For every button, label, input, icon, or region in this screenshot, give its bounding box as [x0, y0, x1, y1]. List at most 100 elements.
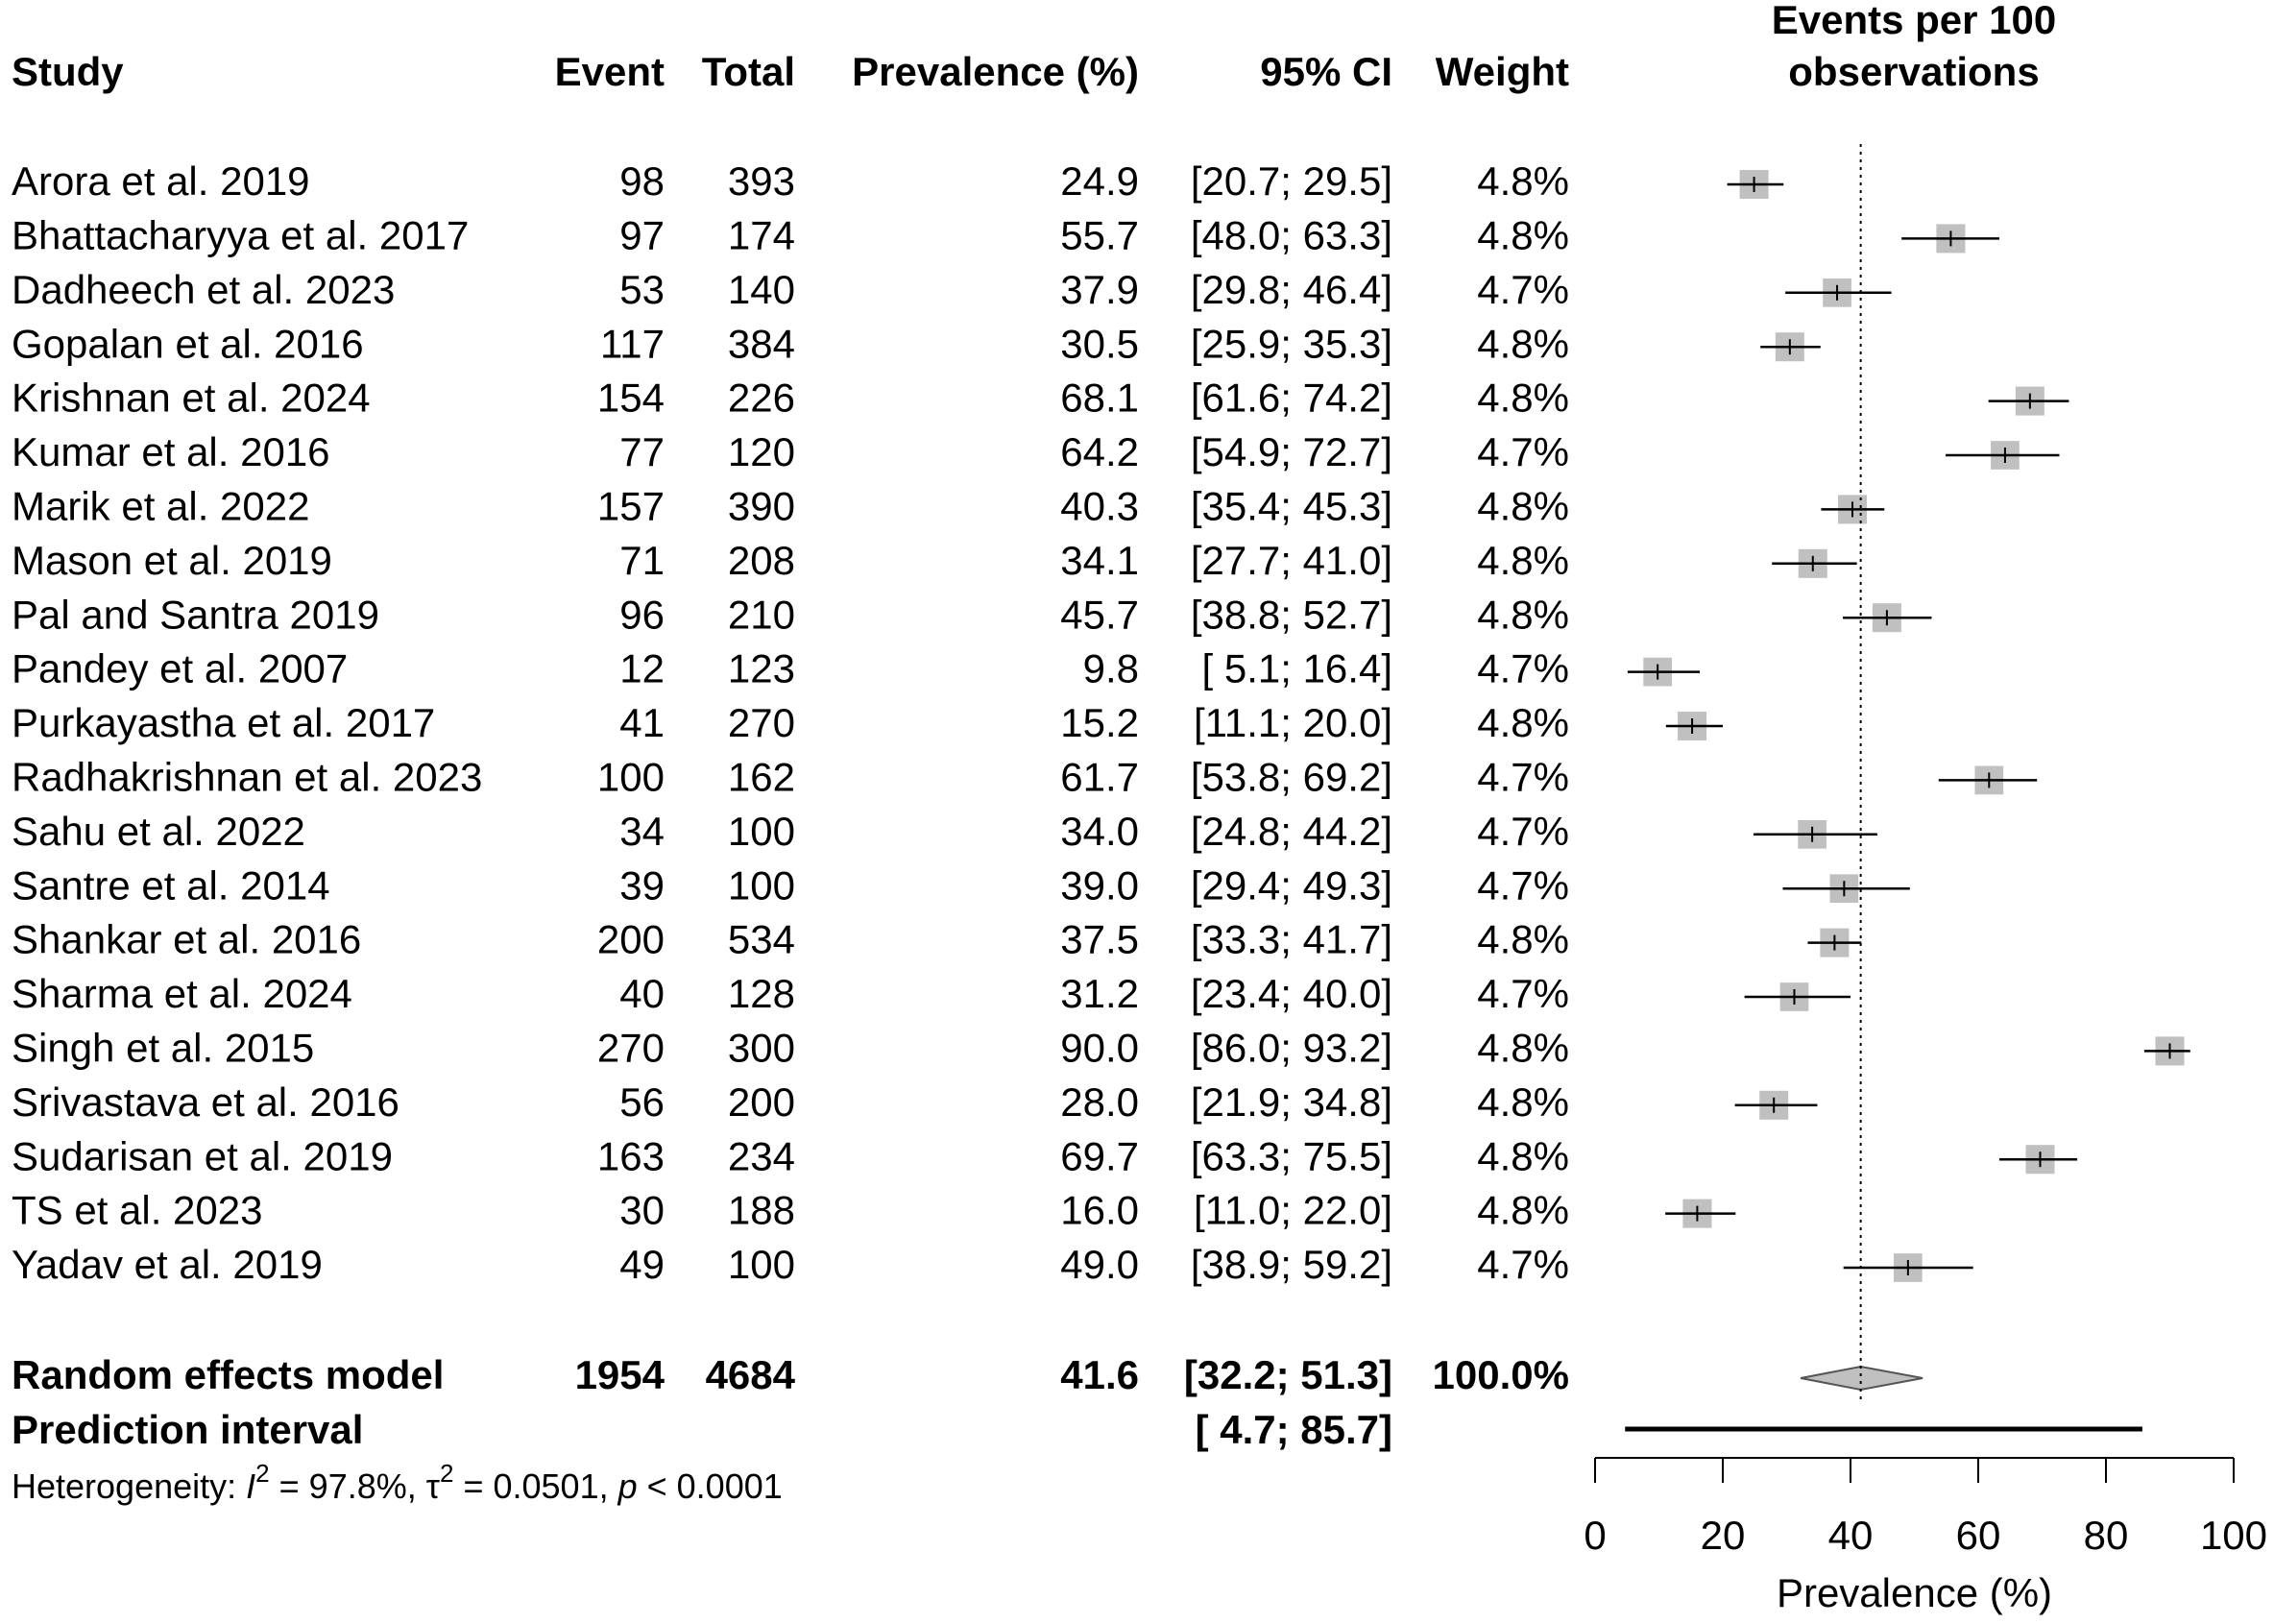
ci-label: [23.4; 40.0] — [1191, 971, 1392, 1016]
column-header: Event — [555, 49, 665, 94]
event-count: 157 — [597, 483, 665, 528]
ci-label: [48.0; 63.3] — [1191, 212, 1392, 257]
weight-label: 4.7% — [1477, 1242, 1569, 1287]
event-count: 96 — [619, 592, 665, 637]
study-name: Sahu et al. 2022 — [12, 809, 305, 854]
total-count: 174 — [728, 212, 795, 257]
het-sup: 2 — [440, 1459, 453, 1488]
total-count: 390 — [728, 483, 795, 528]
ci-label: [63.3; 75.5] — [1191, 1133, 1392, 1178]
total-count: 393 — [728, 158, 795, 204]
study-name: Pandey et al. 2007 — [12, 646, 348, 691]
prevalence: 90.0 — [1060, 1025, 1139, 1070]
prevalence: 55.7 — [1060, 212, 1139, 257]
study-name: Arora et al. 2019 — [12, 158, 310, 204]
weight-label: 4.7% — [1477, 646, 1569, 691]
prevalence: 64.2 — [1060, 429, 1139, 474]
prevalence: 28.0 — [1060, 1079, 1139, 1125]
weight-label: 4.8% — [1477, 376, 1569, 421]
het-symbol: τ — [426, 1466, 440, 1506]
weight-label: 4.7% — [1477, 809, 1569, 854]
ci-label: [11.0; 22.0] — [1194, 1188, 1392, 1233]
weight-label: 4.7% — [1477, 862, 1569, 908]
study-name: TS et al. 2023 — [12, 1188, 263, 1233]
weight-label: 4.7% — [1477, 754, 1569, 799]
ci-label: [24.8; 44.2] — [1191, 809, 1392, 854]
prevalence: 16.0 — [1060, 1188, 1139, 1233]
event-count: 100 — [597, 754, 665, 799]
study-name: Krishnan et al. 2024 — [12, 376, 371, 421]
weight-label: 4.8% — [1477, 212, 1569, 257]
event-count: 163 — [597, 1133, 665, 1178]
weight-label: 4.7% — [1477, 971, 1569, 1016]
study-name: Gopalan et al. 2016 — [12, 321, 364, 366]
study-name: Mason et al. 2019 — [12, 538, 332, 583]
event-count: 56 — [619, 1079, 665, 1125]
ci-label: [38.8; 52.7] — [1191, 592, 1392, 637]
study-name: Pal and Santra 2019 — [12, 592, 379, 637]
x-axis-label: Prevalence (%) — [1777, 1570, 2052, 1615]
summary-value: 41.6 — [1060, 1352, 1139, 1397]
total-count: 140 — [728, 267, 795, 312]
event-count: 77 — [619, 429, 665, 474]
weight-label: 4.8% — [1477, 592, 1569, 637]
study-name: Dadheech et al. 2023 — [12, 267, 395, 312]
total-count: 200 — [728, 1079, 795, 1125]
event-count: 39 — [619, 862, 665, 908]
weight-label: 4.8% — [1477, 158, 1569, 204]
het-symbol: p — [617, 1466, 638, 1506]
summary-weight: 100.0% — [1433, 1352, 1569, 1397]
het-sup: 2 — [255, 1459, 269, 1488]
prevalence: 31.2 — [1060, 971, 1139, 1016]
ci-label: [20.7; 29.5] — [1191, 158, 1392, 204]
event-count: 40 — [619, 971, 665, 1016]
total-count: 100 — [728, 809, 795, 854]
event-count: 200 — [597, 917, 665, 962]
weight-label: 4.8% — [1477, 1025, 1569, 1070]
ci-label: [29.8; 46.4] — [1191, 267, 1392, 312]
ci-label: [86.0; 93.2] — [1191, 1025, 1392, 1070]
weight-label: 4.8% — [1477, 1133, 1569, 1178]
x-tick-label: 40 — [1828, 1513, 1874, 1558]
total-count: 226 — [728, 376, 795, 421]
total-count: 534 — [728, 917, 795, 962]
heterogeneity: Heterogeneity: I2 = 97.8%, τ2 = 0.0501, … — [12, 1459, 783, 1506]
het-text: < 0.0001 — [638, 1466, 783, 1506]
event-count: 154 — [597, 376, 665, 421]
prevalence: 24.9 — [1060, 158, 1139, 204]
prevalence: 61.7 — [1060, 754, 1139, 799]
total-count: 300 — [728, 1025, 795, 1070]
total-count: 120 — [728, 429, 795, 474]
ci-label: [38.9; 59.2] — [1191, 1242, 1392, 1287]
weight-label: 4.8% — [1477, 1079, 1569, 1125]
het-text: = 0.0501, — [453, 1466, 617, 1506]
event-count: 34 — [619, 809, 665, 854]
weight-label: 4.8% — [1477, 538, 1569, 583]
ci-label: [53.8; 69.2] — [1191, 754, 1392, 799]
ci-label: [29.4; 49.3] — [1191, 862, 1392, 908]
total-count: 210 — [728, 592, 795, 637]
prevalence: 39.0 — [1060, 862, 1139, 908]
weight-label: 4.7% — [1477, 267, 1569, 312]
ci-label: [25.9; 35.3] — [1191, 321, 1392, 366]
total-count: 128 — [728, 971, 795, 1016]
event-count: 12 — [619, 646, 665, 691]
prevalence: 45.7 — [1060, 592, 1139, 637]
event-count: 49 — [619, 1242, 665, 1287]
prevalence: 69.7 — [1060, 1133, 1139, 1178]
study-name: Shankar et al. 2016 — [12, 917, 361, 962]
weight-label: 4.8% — [1477, 1188, 1569, 1233]
prevalence: 40.3 — [1060, 483, 1139, 528]
event-count: 30 — [619, 1188, 665, 1233]
ci-label: [11.1; 20.0] — [1194, 700, 1392, 745]
x-tick-label: 0 — [1584, 1513, 1606, 1558]
study-name: Marik et al. 2022 — [12, 483, 310, 528]
prevalence: 15.2 — [1060, 700, 1139, 745]
prevalence: 68.1 — [1060, 376, 1139, 421]
weight-label: 4.8% — [1477, 321, 1569, 366]
summary-diamond — [1800, 1365, 1923, 1392]
event-count: 97 — [619, 212, 665, 257]
summary-label: Random effects model — [12, 1352, 444, 1397]
total-count: 100 — [728, 1242, 795, 1287]
